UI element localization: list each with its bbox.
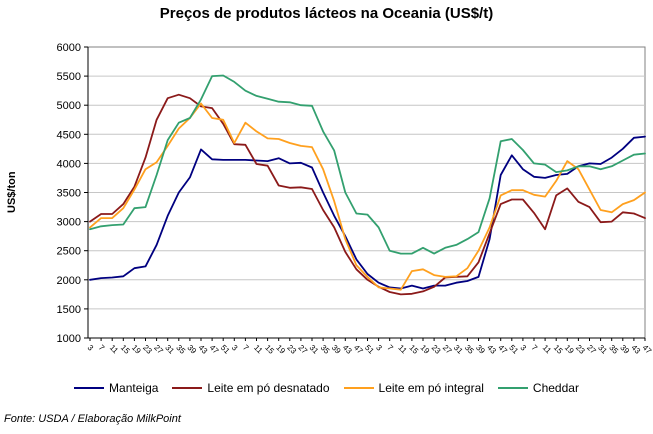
legend-line-swatch [343,387,374,389]
series-line-leite-em-po-desnatado [89,93,646,296]
y-tick-label: 3500 [57,188,81,200]
x-tick-label: 43 [485,343,498,356]
x-tick-label: 19 [419,343,432,356]
legend-item-leite-em-po-integral: Leite em pó integral [343,381,484,395]
x-tick-label: 11 [541,343,554,356]
y-tick-label: 2000 [57,275,81,287]
x-tick-label: 19 [563,343,576,356]
plot-svg: 6000 5500 5000 4500 4000 3500 3000 2500 2000 1500… [57,42,653,356]
x-tick-label: 11 [108,343,121,356]
chart-legend: Manteiga Leite em pó desnatado Leite em pó… [0,381,653,395]
x-tick-label: 39 [618,343,631,356]
y-tick-label: 2500 [57,246,81,258]
x-tick-label: 35 [174,343,187,356]
y-tick-label: 3000 [57,217,81,229]
x-tick-label: 23 [141,343,154,356]
y-tick-label: 5000 [57,100,81,112]
legend-line-swatch [172,387,203,389]
x-tick-label: 15 [119,343,132,356]
x-tick-label: 15 [552,343,565,356]
x-tick-label: 31 [308,343,321,356]
x-tick-label: 15 [263,343,276,356]
x-tick-label: 51 [507,343,520,356]
legend-label: Leite em pó desnatado [207,381,330,395]
y-tick-label: 5500 [57,71,81,83]
x-tick-label: 47 [496,343,509,356]
x-tick-label: 3 [374,343,384,353]
x-tick-label: 31 [452,343,465,356]
x-tick-label: 23 [285,343,298,356]
x-tick-label: 31 [163,343,176,356]
legend-line-swatch [74,387,105,389]
x-tick-label: 35 [463,343,476,356]
x-tick-label: 7 [530,343,540,353]
x-tick-label: 47 [641,343,653,356]
x-tick-label: 43 [341,343,354,356]
legend-item-leite-em-po-desnatado: Leite em pó desnatado [172,381,330,395]
y-tick-label: 4000 [57,158,81,170]
x-tick-label: 27 [585,343,598,356]
x-tick-label: 3 [518,343,528,353]
x-tick-label: 7 [241,343,251,353]
x-tick-label: 19 [274,343,287,356]
x-tick-label: 11 [252,343,265,356]
legend-label: Leite em pó integral [378,381,484,395]
y-tick-label: 6000 [57,42,81,54]
legend-item-manteiga: Manteiga [74,381,158,395]
series-line-manteiga [89,135,646,290]
y-tick-label: 1500 [57,304,81,316]
legend-line-swatch [497,387,528,389]
chart-title: Preços de produtos lácteos na Oceania (U… [159,5,494,22]
y-tick-label: 1000 [57,333,81,345]
x-tick-label: 15 [407,343,420,356]
x-tick-label: 7 [97,343,107,353]
series-line-leite-em-po-integral [89,102,646,291]
x-tick-label: 47 [208,343,221,356]
series-line-cheddar [89,74,646,255]
legend-label: Cheddar [532,381,579,395]
x-tick-label: 47 [352,343,365,356]
x-tick-label: 11 [396,343,409,356]
x-tick-label: 35 [607,343,620,356]
y-tick-label: 4500 [57,129,81,141]
legend-item-cheddar: Cheddar [497,381,579,395]
source-note: Fonte: USDA / Elaboração MilkPoint [4,413,181,425]
legend-label: Manteiga [109,381,159,395]
x-tick-label: 31 [596,343,609,356]
x-tick-label: 35 [319,343,332,356]
x-tick-label: 39 [185,343,198,356]
x-tick-label: 23 [574,343,587,356]
x-tick-label: 39 [330,343,343,356]
x-tick-label: 27 [441,343,454,356]
x-tick-label: 51 [219,343,232,356]
x-tick-label: 7 [385,343,395,353]
x-tick-label: 3 [86,343,96,353]
x-tick-label: 23 [430,343,443,356]
x-tick-label: 43 [197,343,210,356]
x-tick-label: 27 [152,343,165,356]
x-tick-label: 27 [296,343,309,356]
x-tick-label: 39 [474,343,487,356]
x-tick-label: 51 [363,343,376,356]
x-tick-label: 3 [230,343,240,353]
x-tick-label: 43 [629,343,642,356]
x-tick-label: 19 [130,343,143,356]
